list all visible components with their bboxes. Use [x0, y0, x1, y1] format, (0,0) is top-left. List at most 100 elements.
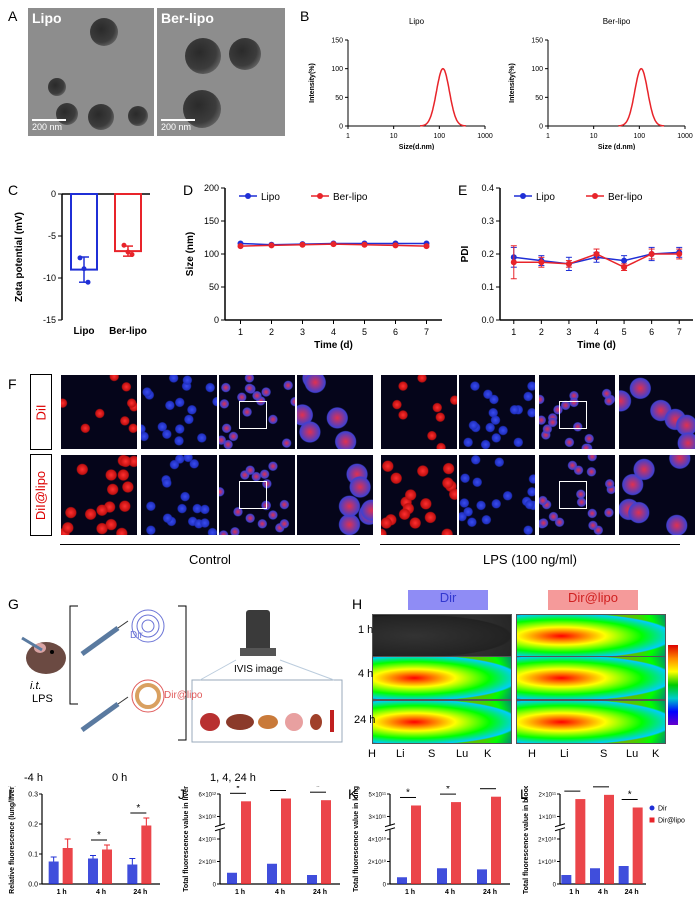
x-tick-label: 4 h: [275, 889, 285, 896]
micrograph: [618, 454, 696, 536]
x-tick-label: 24 h: [483, 889, 497, 896]
row-label-dii-lipo: DiI@lipo: [30, 454, 52, 536]
panel-letter-l: L: [520, 786, 528, 802]
x-tick-label: 1000: [477, 133, 493, 140]
axis-break-mark: [384, 827, 396, 832]
x-tick-label: 10: [590, 133, 598, 140]
y-axis-label: Intensity(%): [309, 63, 316, 103]
y-tick-label: 0: [214, 315, 219, 325]
significance-star: *: [446, 786, 450, 795]
vesicle: [48, 78, 66, 96]
y-tick-label: 50: [535, 95, 543, 102]
x-axis-label: Size(d.nm): [399, 144, 434, 150]
micrograph: [140, 374, 218, 450]
panel-letter-c: C: [8, 182, 19, 198]
data-point: [125, 249, 131, 255]
significance-star: *: [570, 786, 574, 792]
x-tick-label: 4: [331, 327, 336, 337]
y-tick-label: 4×10¹⁰: [368, 837, 387, 844]
chart-title: Ber-lipo: [603, 17, 631, 26]
significance-star: *: [599, 786, 603, 788]
bar: [397, 877, 407, 884]
significance-star: *: [136, 803, 140, 814]
ivis-organ-image: [516, 700, 666, 744]
x-tick-label: 1 h: [569, 889, 579, 896]
vesicle: [183, 90, 221, 128]
significance-star: *: [97, 830, 101, 841]
data-point: [330, 241, 337, 248]
y-tick-label: 150: [204, 216, 219, 226]
label-route: i.t.: [30, 680, 42, 692]
panel-letter-a: A: [8, 8, 18, 24]
syringe-icon: [21, 636, 43, 652]
y-tick-label: 2×10¹⁰: [368, 859, 387, 866]
tem-image-lipo: Lipo 200 nm: [28, 8, 154, 136]
x-tick-label: 1: [238, 327, 243, 337]
label-ivis-image: IVIS image: [234, 664, 283, 675]
scale-bar: [161, 119, 195, 121]
panel-letter-f: F: [8, 376, 17, 392]
axis-break-mark: [214, 823, 226, 828]
legend-marker: [317, 193, 323, 199]
micrograph: [380, 454, 458, 536]
bar: [411, 805, 421, 884]
mouse-icon: [26, 642, 66, 674]
legend-marker: [649, 817, 655, 823]
organ-label: S: [428, 748, 436, 760]
y-tick-label: 150: [531, 38, 543, 45]
organ-label: Lu: [626, 748, 639, 760]
blood-tube-icon: [330, 710, 334, 732]
x-axis-label: Time (d): [577, 340, 616, 351]
micrograph: [296, 374, 374, 450]
panel-letter-d: D: [183, 182, 194, 198]
y-tick-label: 5×10¹¹: [368, 793, 386, 799]
y-tick-label: 0.0: [28, 882, 38, 889]
liver-icon: [226, 714, 254, 730]
y-tick-label: 2×10¹⁰: [538, 837, 557, 844]
bar: [575, 799, 586, 884]
data-point: [593, 251, 600, 257]
label-dir: Dir: [130, 630, 143, 641]
bar: [477, 869, 487, 884]
group-label-control: Control: [189, 552, 231, 567]
y-tick-label: 0.1: [481, 282, 494, 292]
legend-marker: [520, 193, 526, 199]
y-tick-label: 4×10¹¹: [198, 838, 216, 844]
y-tick-label: 50: [209, 282, 219, 292]
x-axis-label: Size (d.nm): [598, 144, 635, 150]
tem-label: Ber-lipo: [161, 10, 214, 26]
axis-break-mark: [214, 827, 226, 832]
y-axis-label: PDI: [460, 245, 471, 262]
data-point: [621, 257, 628, 264]
axis-break-mark: [554, 827, 566, 832]
x-axis-label: Time (d): [314, 340, 353, 351]
y-tick-label: 0.3: [28, 792, 38, 799]
x-tick-label: 1: [546, 133, 550, 140]
significance-star: *: [236, 786, 240, 794]
timeline-tick-1: -4 h: [24, 772, 43, 784]
kidney-icon: [310, 714, 322, 730]
chart-pdi-stability: 0.0 0.1 0.2 0.3 0.4 1 2 3 4 5 6 7 Time (d) PDI Lipo Ber…: [460, 183, 693, 351]
ivis-organ-image: [516, 656, 666, 700]
y-tick-label: 0.2: [481, 249, 494, 259]
micrograph: [458, 374, 536, 450]
bar: [102, 849, 112, 884]
organ-label: K: [652, 748, 660, 760]
significance-star: *: [628, 790, 632, 801]
data-point: [237, 243, 244, 250]
y-tick-label: -10: [43, 273, 56, 283]
timeline-tick-3: 1, 4, 24 h: [210, 772, 256, 784]
x-tick-label: 100: [633, 133, 645, 140]
x-tick-label: 24 h: [313, 889, 327, 896]
y-tick-label: 0.4: [481, 183, 494, 193]
data-point: [621, 264, 628, 271]
zoom-box: [239, 401, 267, 429]
bar: [561, 875, 572, 884]
label-dir-lipo: Dir@lipo: [164, 690, 203, 701]
zoom-box: [559, 401, 587, 429]
distribution-curve: [618, 67, 665, 127]
x-tick-label: 1: [511, 327, 516, 337]
panel-letter-k: K: [348, 786, 358, 802]
y-tick-label: 50: [335, 95, 343, 102]
legend-label: Dir@lipo: [658, 818, 685, 825]
